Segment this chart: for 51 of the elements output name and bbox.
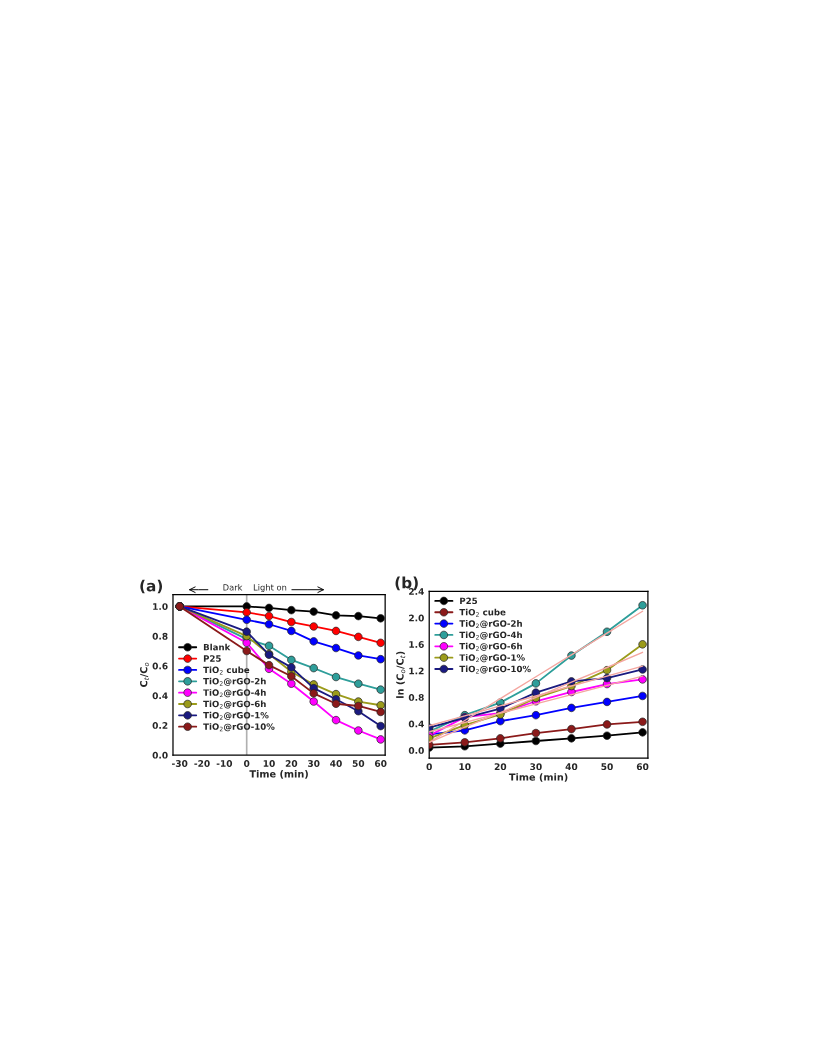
y-tick-label: 0.4 — [408, 720, 424, 728]
x-axis-title: Time (min) — [249, 770, 308, 779]
legend-label: TiO$_{2}$@rGO-1% — [459, 654, 525, 663]
y-tick-label: 0.0 — [152, 751, 168, 759]
y-tick-label: 0.4 — [152, 692, 168, 700]
x-tick-label: 20 — [285, 760, 298, 767]
x-tick-label: 60 — [636, 763, 649, 771]
x-tick-label: 30 — [530, 763, 542, 771]
x-axis-title: Time (min) — [508, 773, 568, 782]
x-tick-label: 40 — [330, 760, 342, 767]
legend-label: P25 — [460, 597, 478, 605]
y-tick-label: 1.2 — [409, 667, 424, 675]
x-tick-label: 0 — [426, 763, 432, 771]
x-tick-label: -30 — [172, 760, 188, 767]
y-tick-label: 0.2 — [152, 722, 168, 729]
chart-title: (a) — [140, 579, 163, 594]
legend-label: TiO$_{2}$ cube — [459, 608, 506, 617]
x-tick-label: -10 — [216, 760, 233, 767]
x-tick-label: 30 — [308, 760, 320, 767]
x-tick-label: 50 — [352, 760, 365, 767]
y-tick-label: 0.0 — [408, 746, 424, 754]
y-tick-label: 1.0 — [153, 603, 168, 610]
legend-label: TiO$_{2}$@rGO-10% — [459, 665, 531, 674]
legend-label: P25 — [203, 655, 221, 662]
text: Light on — [253, 584, 287, 593]
legend-label: TiO$_{2}$@rGO-4h — [459, 631, 522, 640]
x-tick-label: 20 — [494, 763, 507, 771]
x-tick-label: 60 — [374, 760, 387, 767]
legend-label: TiO$_{2}$@rGO-10% — [203, 723, 275, 732]
legend-label: TiO$_{2}$@rGO-6h — [459, 642, 522, 651]
y-tick-label: 0.8 — [408, 694, 424, 701]
x-tick-label: 50 — [601, 763, 613, 771]
legend-label: TiO$_{2}$@rGO-4h — [203, 689, 266, 698]
x-tick-label: 10 — [263, 760, 275, 767]
x-tick-label: -20 — [194, 760, 210, 767]
y-tick-label: 2.0 — [409, 614, 424, 622]
legend-label: TiO$_{2}$@rGO-2h — [203, 677, 266, 686]
x-tick-label: 10 — [459, 763, 471, 771]
y-tick-label: 0.8 — [152, 632, 168, 640]
y-tick-label: 1.6 — [409, 641, 424, 648]
legend-label: TiO$_{2}$@rGO-1% — [203, 711, 269, 720]
legend-label: TiO$_{2}$@rGO-2h — [459, 620, 522, 629]
x-tick-label: 0 — [243, 760, 250, 767]
text: Dark — [223, 584, 243, 591]
y-axis-title: C$_{t}$/C$_{o}$ — [140, 662, 149, 687]
y-tick-label: 0.6 — [152, 662, 168, 670]
legend-label: Blank — [203, 643, 231, 651]
y-axis-title: ln (C$_{o}$/C$_{t}$) — [396, 651, 406, 698]
x-tick-label: 40 — [565, 763, 578, 771]
legend-label: TiO$_{2}$ cube — [203, 666, 250, 675]
legend-label: TiO$_{2}$@rGO-6h — [203, 700, 266, 709]
